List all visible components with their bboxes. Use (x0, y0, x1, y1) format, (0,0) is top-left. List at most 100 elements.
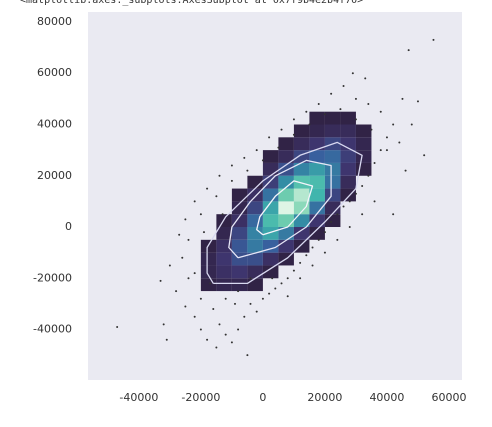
histogram-cell (293, 214, 310, 228)
histogram-cell (278, 239, 294, 253)
histogram-cell (340, 162, 356, 176)
scatter-point (367, 174, 370, 177)
histogram-cell (293, 188, 310, 202)
histogram-cell (324, 214, 341, 228)
histogram-cell (309, 188, 325, 202)
histogram-cell (340, 124, 356, 138)
scatter-point (330, 220, 333, 223)
histogram-cell (216, 239, 232, 253)
axes: -40000 -20000 0 20000 40000 60000 -40000 -20000… (33, 15, 466, 404)
scatter-point (230, 341, 233, 344)
y-tick-label: 80000 (37, 15, 72, 28)
histogram-cell (216, 227, 232, 240)
histogram-cell (262, 265, 279, 279)
histogram-cell (247, 278, 263, 292)
scatter-point (392, 213, 395, 216)
scatter-point (175, 290, 178, 293)
histogram-cell (324, 201, 341, 215)
scatter-point (255, 310, 258, 313)
scatter-point (336, 238, 339, 241)
histogram-cell (231, 188, 248, 202)
histogram-cell (293, 137, 310, 151)
histogram-cell (309, 227, 325, 240)
histogram (200, 111, 372, 292)
scatter-point (162, 323, 165, 326)
scatter-point (261, 159, 264, 162)
histogram-cell (231, 214, 248, 228)
scatter-point (224, 297, 227, 300)
scatter-point (370, 128, 373, 131)
scatter-point (323, 251, 326, 254)
histogram-cell (231, 265, 248, 279)
scatter-point (286, 277, 289, 280)
histogram-cell (340, 137, 356, 151)
scatter-point (218, 323, 221, 326)
scatter-point (178, 233, 181, 236)
scatter-point (184, 305, 187, 308)
histogram-cell (262, 201, 279, 215)
scatter-point (392, 123, 395, 126)
histogram-cell (324, 188, 341, 202)
histogram-cell (278, 201, 294, 215)
y-tick-label: 20000 (37, 169, 72, 182)
scatter-point (246, 354, 249, 357)
scatter-point (336, 213, 339, 216)
histogram-cell (309, 201, 325, 215)
scatter-point (292, 118, 295, 121)
scatter-point (202, 231, 205, 234)
histogram-cell (278, 175, 294, 189)
scatter-point (237, 290, 240, 293)
histogram-cell (309, 150, 325, 163)
contour (206, 141, 363, 285)
scatter-point (193, 272, 196, 275)
scatter-point (299, 277, 302, 280)
scatter-point (116, 325, 119, 328)
histogram-cell (324, 150, 341, 163)
histogram-cell (309, 111, 325, 125)
scatter-point (348, 200, 351, 203)
scatter-point (317, 238, 320, 241)
scatter-point (261, 297, 264, 300)
histogram-cell (293, 162, 310, 176)
scatter-point (168, 264, 171, 267)
scatter-point (354, 118, 357, 121)
scatter-point (292, 269, 295, 272)
scatter-point (215, 195, 218, 198)
histogram-cell (324, 111, 341, 125)
scatter-point (268, 136, 271, 139)
scatter-points (116, 38, 435, 357)
scatter-point (407, 49, 410, 52)
scatter-point (280, 282, 283, 285)
histogram-cell (293, 175, 310, 189)
histogram-cell (278, 137, 294, 151)
scatter-point (379, 110, 382, 113)
scatter-point (385, 136, 388, 139)
histogram-cell (231, 239, 248, 253)
histogram-cell (278, 188, 294, 202)
y-tick-label: 60000 (37, 66, 72, 79)
contour (256, 180, 314, 236)
scatter-point (246, 169, 249, 172)
histogram-cell (262, 252, 279, 266)
histogram-cell (262, 150, 279, 163)
histogram-cell (247, 227, 263, 240)
histogram-cell (200, 252, 217, 266)
scatter-point (184, 218, 187, 221)
scatter-point (159, 279, 162, 282)
histogram-cell (247, 239, 263, 253)
histogram-cell (293, 124, 310, 138)
chart-title: <matplotlib.axes._subplots.AxesSubplot a… (20, 0, 363, 6)
histogram-cell (247, 265, 263, 279)
scatter-point (277, 146, 280, 149)
scatter-point (373, 200, 376, 203)
scatter-point (305, 254, 308, 257)
histogram-cell (309, 162, 325, 176)
scatter-point (317, 103, 320, 105)
scatter-point (199, 328, 202, 331)
scatter-point (379, 149, 382, 152)
scatter-point (351, 72, 354, 75)
scatter-point (354, 97, 357, 100)
scatter-point (233, 302, 236, 305)
scatter-point (271, 277, 274, 280)
scatter-point (165, 338, 168, 341)
